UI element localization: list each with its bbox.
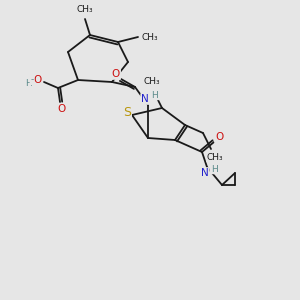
Text: H: H: [25, 80, 32, 88]
Text: N: N: [201, 168, 209, 178]
Text: CH₃: CH₃: [77, 5, 93, 14]
Text: H: H: [152, 91, 158, 100]
Text: CH₃: CH₃: [144, 77, 160, 86]
Text: O: O: [58, 104, 66, 114]
Text: O: O: [33, 75, 41, 85]
Text: H: H: [211, 164, 218, 173]
Text: CH₃: CH₃: [142, 32, 158, 41]
Text: N: N: [141, 94, 149, 104]
Text: O: O: [112, 69, 120, 79]
Text: O: O: [215, 132, 223, 142]
Text: -: -: [30, 76, 34, 85]
Text: CH₃: CH₃: [207, 152, 223, 161]
Text: S: S: [123, 106, 131, 119]
